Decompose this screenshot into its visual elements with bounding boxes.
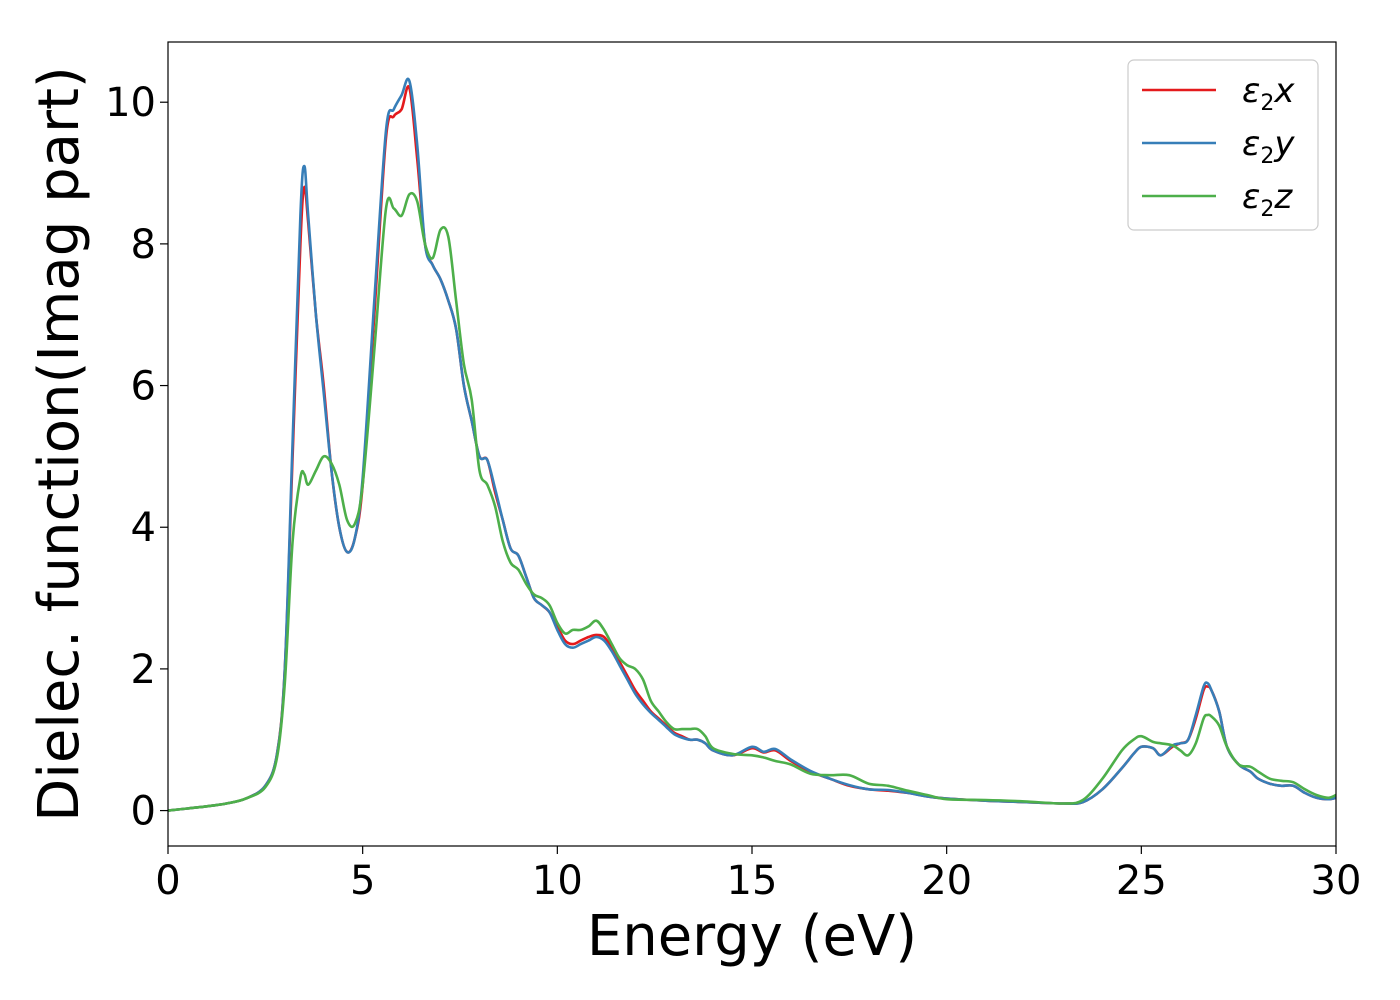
x-tick-label: 20 [921, 858, 972, 904]
y-tick-label: 2 [131, 647, 156, 693]
legend-entry-label: ε2z [1242, 177, 1293, 222]
x-tick-label: 0 [155, 858, 180, 904]
axis-ticks: 0 5 10 15 20 25 30 0 2 4 6 8 10 [105, 80, 1361, 904]
y-tick-label: 10 [105, 80, 156, 126]
x-axis-label: Energy (eV) [587, 904, 917, 969]
series-line-3 [168, 191, 1336, 812]
x-tick-label: 5 [350, 858, 375, 904]
x-tick-label: 15 [727, 858, 778, 904]
y-tick-label: 6 [131, 364, 156, 410]
legend: ε2x ε2y ε2z [1127, 59, 1319, 231]
legend-entry-label: ε2y [1242, 124, 1295, 169]
legend-box [1127, 59, 1319, 231]
y-tick-label: 4 [131, 505, 156, 551]
y-axis-label: Dielec. function(Imag part) [27, 66, 92, 822]
x-tick-label: 10 [532, 858, 583, 904]
x-tick-label: 30 [1311, 858, 1362, 904]
legend-entry-label: ε2x [1242, 71, 1295, 116]
y-tick-label: 0 [131, 789, 156, 835]
y-tick-label: 8 [131, 222, 156, 268]
series-lines [168, 77, 1336, 812]
x-tick-label: 25 [1116, 858, 1167, 904]
